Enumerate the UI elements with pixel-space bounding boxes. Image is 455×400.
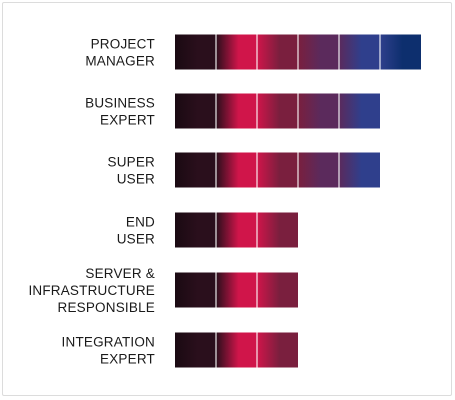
bar-1	[175, 34, 421, 70]
bar-1-segment-1	[175, 34, 216, 70]
bar-1-segment-6	[380, 34, 421, 70]
bar-6-segment-2	[216, 332, 257, 368]
bar-5-segment-3	[257, 272, 298, 308]
bar-2-segment-1	[175, 93, 216, 129]
category-label-line: EXPERT	[100, 352, 155, 367]
bar-3-segment-2	[216, 152, 257, 188]
bar-1-segment-4	[298, 34, 339, 70]
bars-group	[175, 34, 421, 368]
category-label-line: RESPONSIBLE	[58, 300, 156, 315]
category-label-line: INFRASTRUCTURE	[28, 283, 155, 298]
bar-1-segment-3	[257, 34, 298, 70]
bar-2-segment-5	[339, 93, 380, 129]
category-label-4: END USER	[117, 215, 155, 247]
bar-3-segment-5	[339, 152, 380, 188]
bar-3-segment-3	[257, 152, 298, 188]
bar-2-segment-4	[298, 93, 339, 129]
category-label-1: PROJECT MANAGER	[85, 37, 155, 69]
bar-3-segment-4	[298, 152, 339, 188]
category-label-6: INTEGRATION EXPERT	[62, 335, 155, 367]
bar-5-segment-2	[216, 272, 257, 308]
bar-1-segment-5	[339, 34, 380, 70]
bar-5	[175, 272, 298, 308]
bar-4-segment-1	[175, 212, 216, 248]
category-label-line: BUSINESS	[85, 96, 155, 111]
bar-6	[175, 332, 298, 368]
category-label-line: USER	[117, 172, 155, 187]
bar-6-segment-1	[175, 332, 216, 368]
bar-4	[175, 212, 298, 248]
bar-4-segment-3	[257, 212, 298, 248]
bar-4-segment-2	[216, 212, 257, 248]
bar-3	[175, 152, 380, 188]
bar-3-segment-1	[175, 152, 216, 188]
bar-6-segment-3	[257, 332, 298, 368]
category-label-line: USER	[117, 232, 155, 247]
category-label-line: EXPERT	[100, 113, 155, 128]
category-label-5: SERVER & INFRASTRUCTURE RESPONSIBLE	[28, 266, 155, 315]
category-label-3: SUPER USER	[107, 155, 155, 187]
bar-2-segment-3	[257, 93, 298, 129]
category-label-line: MANAGER	[85, 54, 155, 69]
category-label-line: END	[126, 215, 155, 230]
bar-5-segment-1	[175, 272, 216, 308]
category-label-line: SERVER &	[85, 266, 155, 281]
bar-2-segment-2	[216, 93, 257, 129]
bar-1-segment-2	[216, 34, 257, 70]
category-label-line: SUPER	[107, 155, 155, 170]
category-label-line: PROJECT	[91, 37, 155, 52]
bar-2	[175, 93, 380, 129]
category-label-2: BUSINESS EXPERT	[85, 96, 155, 128]
category-label-line: INTEGRATION	[62, 335, 155, 350]
